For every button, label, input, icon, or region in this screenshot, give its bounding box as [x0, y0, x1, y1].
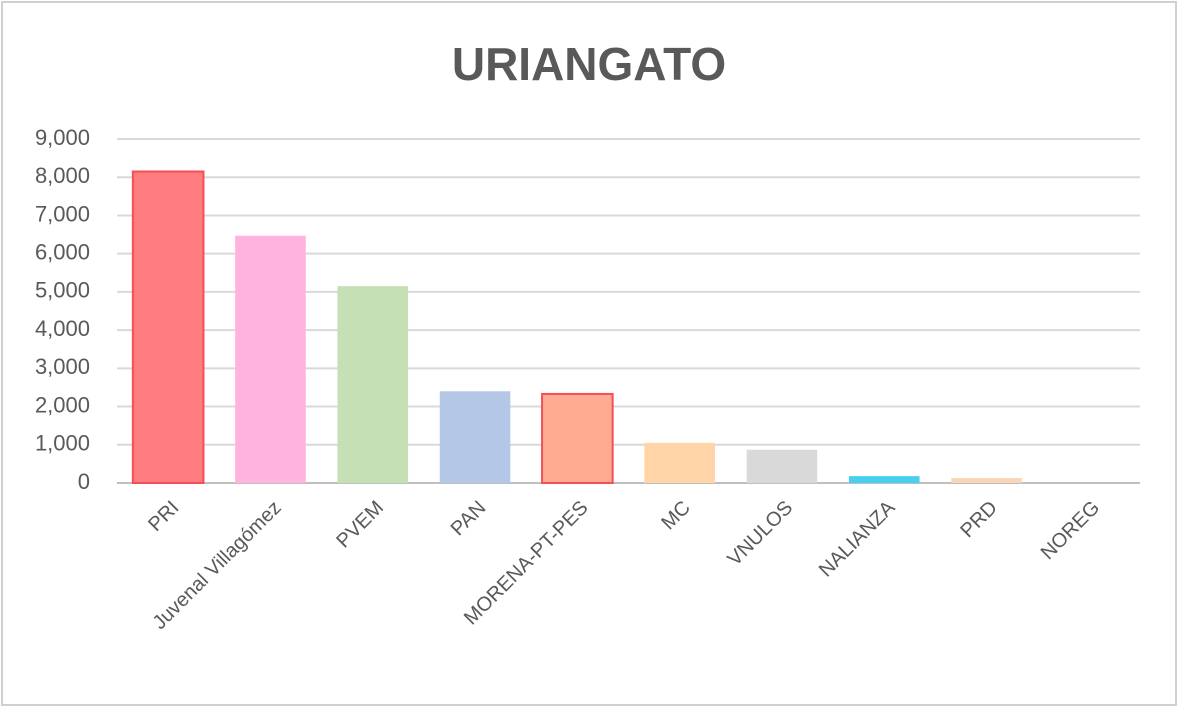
bar	[848, 476, 920, 483]
bar	[131, 170, 205, 484]
y-tick-label: 3,000	[35, 354, 90, 379]
y-tick-label: 5,000	[35, 278, 90, 303]
bar	[541, 392, 614, 485]
y-tick-label: 6,000	[35, 239, 90, 264]
y-tick-label: 7,000	[35, 201, 90, 226]
bar	[337, 286, 409, 483]
chart-title: URIANGATO	[452, 38, 726, 90]
bar	[439, 391, 511, 483]
y-tick-label: 0	[78, 469, 90, 494]
bar	[746, 449, 818, 483]
bar	[235, 235, 306, 483]
y-tick-label: 1,000	[35, 431, 90, 456]
y-tick-label: 2,000	[35, 392, 90, 417]
y-tick-label: 4,000	[35, 316, 90, 341]
y-tick-label: 8,000	[35, 163, 90, 188]
y-tick-label: 9,000	[35, 125, 90, 150]
bar	[951, 478, 1022, 483]
bar	[644, 442, 715, 483]
